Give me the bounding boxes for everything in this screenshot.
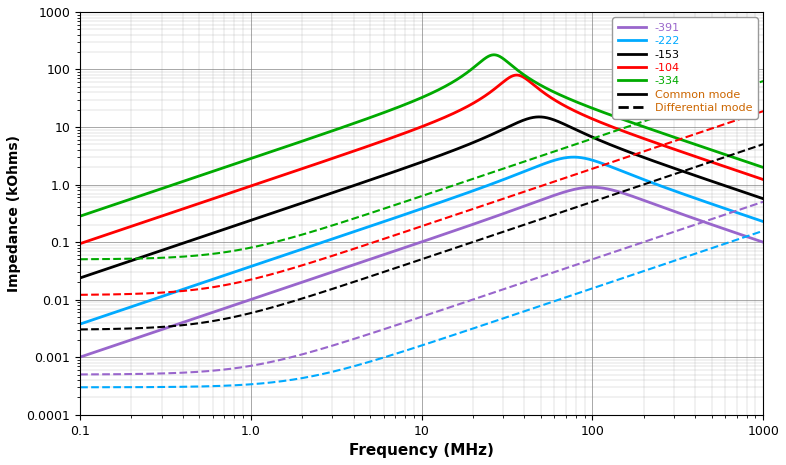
Legend: -391, -222, -153, -104, -334, Common mode, Differential mode: -391, -222, -153, -104, -334, Common mod… — [612, 18, 758, 119]
Y-axis label: Impedance (kOhms): Impedance (kOhms) — [7, 135, 21, 292]
X-axis label: Frequency (MHz): Frequency (MHz) — [349, 443, 494, 458]
